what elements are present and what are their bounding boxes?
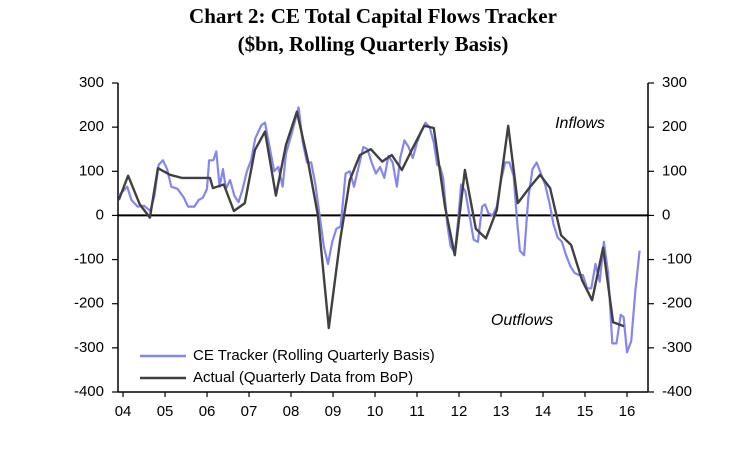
y-tick-label: 200 — [79, 118, 104, 135]
chart-subtitle: ($bn, Rolling Quarterly Basis) — [238, 32, 509, 56]
x-tick-label: 12 — [451, 403, 468, 420]
y2-tick-label: -400 — [662, 383, 692, 400]
x-tick-label: 04 — [115, 403, 132, 420]
y-tick-label: 100 — [79, 162, 104, 179]
y2-tick-label: 100 — [662, 162, 687, 179]
annotation: Inflows — [555, 115, 605, 132]
x-tick-label: 06 — [199, 403, 216, 420]
annotation: Outflows — [491, 312, 553, 329]
y-tick-label: -400 — [74, 383, 104, 400]
y-tick-label: 300 — [79, 74, 104, 91]
legend-label: CE Tracker (Rolling Quarterly Basis) — [193, 347, 435, 364]
x-tick-label: 13 — [493, 403, 510, 420]
legend-label: Actual (Quarterly Data from BoP) — [193, 369, 413, 386]
y2-tick-label: -100 — [662, 251, 692, 268]
y2-tick-label: 0 — [662, 206, 670, 223]
series-line — [118, 106, 641, 354]
y2-tick-label: -300 — [662, 339, 692, 356]
x-tick-label: 16 — [619, 403, 636, 420]
y2-tick-label: 300 — [662, 74, 687, 91]
y-tick-label: -300 — [74, 339, 104, 356]
x-tick-label: 15 — [577, 403, 594, 420]
chart-title: Chart 2: CE Total Capital Flows Tracker — [189, 4, 557, 28]
x-tick-label: 14 — [535, 403, 552, 420]
x-tick-label: 11 — [409, 403, 425, 420]
y2-tick-label: 200 — [662, 118, 687, 135]
y-tick-label: 0 — [96, 206, 104, 223]
x-tick-label: 10 — [367, 403, 384, 420]
x-tick-label: 05 — [157, 403, 174, 420]
y-tick-label: -200 — [74, 295, 104, 312]
x-tick-label: 07 — [241, 403, 258, 420]
y2-tick-label: -200 — [662, 295, 692, 312]
x-tick-label: 09 — [325, 403, 342, 420]
y-tick-label: -100 — [74, 251, 104, 268]
series-line — [117, 110, 625, 330]
x-tick-label: 08 — [283, 403, 300, 420]
